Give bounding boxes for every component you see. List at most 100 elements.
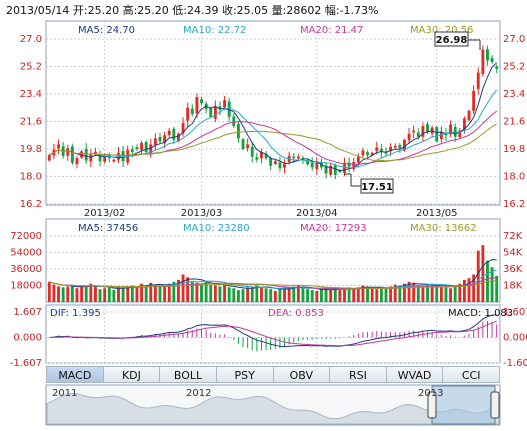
candle-62 [333,163,337,180]
volume-bar-62 [333,289,337,302]
volume-bar-66 [352,289,356,302]
candle-4 [66,144,70,161]
volume-bar-49 [273,291,277,302]
volume-bar-18 [130,285,134,302]
price-panel[interactable] [45,20,501,206]
candle-44 [250,141,254,163]
overview-left-handle[interactable] [427,391,437,419]
candle-body [260,152,263,159]
candle-95 [486,45,489,66]
candle-20 [140,140,143,155]
volume-bar-8 [84,287,88,302]
tab-wvad[interactable]: WVAD [386,366,444,383]
volume-bar-22 [149,282,153,302]
candle-68 [361,147,365,158]
volume-bar-70 [370,288,374,302]
legend-ma5: MA5: 24.70 [78,25,135,36]
candle-body [379,148,383,153]
candle-body [250,146,254,157]
macd-tick-right-2: -1.607 [503,358,527,369]
candle-30 [186,102,190,127]
macd-tick-right-1: 0.000 [503,333,527,344]
candle-body [75,158,79,165]
candle-14 [112,158,116,163]
candle-body [462,118,466,130]
candle-57 [310,157,314,171]
candle-body [200,99,203,104]
candle-body [135,147,139,149]
volume-tick-left-1: 36000 [10,264,42,275]
candle-31 [190,104,194,117]
volume-bar-25 [163,286,167,302]
high-label: 26.98 [436,35,468,46]
candle-50 [278,156,282,172]
price-tick-right-5: 25.2 [503,62,525,73]
candle-84 [435,125,439,143]
x-tick-0: 2013/02 [84,208,126,219]
tab-rsi[interactable]: RSI [330,366,387,383]
volume-bar-94 [481,245,485,302]
price-tick-right-2: 19.8 [503,144,525,155]
candle-body [412,130,416,133]
indicator-tabs: MACD KDJ BOLL PSY OBV RSI WVAD CCI [46,366,500,383]
candle-body [310,162,314,168]
volume-bar-61 [329,290,333,302]
tab-boll[interactable]: BOLL [160,366,217,383]
price-tick-right-0: 16.2 [503,199,525,210]
candle-body [269,158,273,166]
candle-body [375,147,379,151]
tab-macd[interactable]: MACD [46,366,104,383]
macd-legend-dif: DIF: 1.395 [50,308,101,319]
macd-legend-dea: DEA: 0.853 [268,308,324,319]
overview-navigator [46,385,500,425]
price-ma30-line [49,123,497,162]
vol-legend-ma5: MA5: 37456 [78,223,138,234]
candle-body [177,133,180,142]
volume-bar-9 [89,283,93,302]
volume-bar-81 [421,286,425,302]
tab-psy[interactable]: PSY [216,366,274,383]
candle-body [403,139,406,151]
volume-bar-26 [167,283,171,302]
volume-bar-60 [324,288,328,302]
candle-body [476,72,480,90]
overview-right-handle[interactable] [490,391,500,419]
volume-bar-85 [439,286,443,302]
candle-body [435,127,439,142]
candle-42 [241,138,245,151]
candle-body [57,144,60,149]
candle-51 [283,159,286,174]
candle-body [361,150,365,156]
x-tick-1: 2013/03 [181,208,223,219]
candle-body [195,97,199,113]
low-label: 17.51 [361,182,393,193]
tab-obv[interactable]: OBV [273,366,331,383]
volume-bar-36 [213,285,217,302]
volume-bar-42 [241,289,245,302]
moving-averages [49,62,498,172]
candle-body [472,90,476,111]
volume-tick-right-2: 54K [503,248,523,259]
volume-bar-97 [495,275,499,302]
volume-bar-1 [52,284,56,302]
volume-bar-78 [407,281,411,302]
overview-label-2013: 2013 [418,388,443,399]
volume-tick-left-0: 18000 [10,281,42,292]
volume-bar-45 [255,285,259,302]
tab-kdj[interactable]: KDJ [103,366,161,383]
price-tick-right-1: 18.0 [503,172,525,183]
volume-bar-29 [181,274,185,302]
tab-cci[interactable]: CCI [443,366,500,383]
candle-body [98,154,102,162]
candle-body [140,142,143,150]
candle-54 [296,153,300,161]
candle-body [149,144,153,155]
volume-bar-31 [190,280,194,302]
candle-72 [379,143,383,158]
macd-tick-left-1: 0.000 [13,333,42,344]
candle-6 [75,156,79,169]
candle-body [167,130,171,136]
volume-bar-51 [283,287,286,302]
